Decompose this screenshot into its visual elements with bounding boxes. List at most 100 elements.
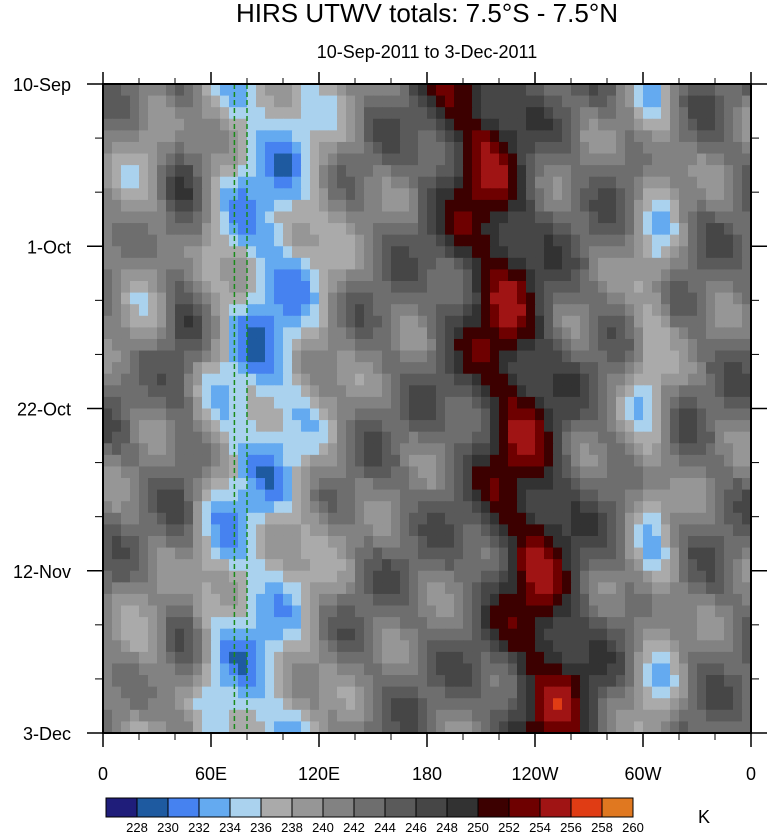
- heatmap-cell: [580, 153, 590, 166]
- heatmap-cell: [373, 315, 383, 328]
- heatmap-cell: [589, 292, 599, 305]
- heatmap-cell: [427, 570, 437, 583]
- heatmap-cell: [400, 211, 410, 224]
- heatmap-cell: [598, 559, 608, 572]
- heatmap-cell: [211, 362, 221, 375]
- heatmap-cell: [562, 315, 572, 328]
- heatmap-cell: [724, 408, 734, 421]
- heatmap-cell: [454, 95, 464, 108]
- heatmap-cell: [283, 165, 293, 178]
- heatmap-cell: [643, 107, 653, 120]
- heatmap-cell: [715, 199, 725, 213]
- heatmap-cell: [427, 593, 437, 607]
- heatmap-cell: [643, 709, 653, 723]
- heatmap-cell: [553, 292, 563, 305]
- heatmap-cell: [670, 547, 680, 560]
- heatmap-cell: [328, 338, 338, 352]
- heatmap-cell: [544, 721, 554, 734]
- heatmap-cell: [472, 640, 482, 653]
- heatmap-cell: [373, 165, 383, 178]
- heatmap-cell: [211, 84, 221, 97]
- heatmap-cell: [418, 362, 428, 375]
- heatmap-cell: [526, 257, 536, 271]
- heatmap-cell: [688, 153, 698, 166]
- heatmap-cell: [328, 709, 338, 723]
- heatmap-cell: [139, 640, 149, 653]
- heatmap-cell: [346, 593, 356, 607]
- heatmap-cell: [436, 524, 446, 537]
- heatmap-cell: [724, 130, 734, 143]
- heatmap-cell: [148, 188, 158, 201]
- heatmap-cell: [643, 211, 653, 224]
- heatmap-cell: [445, 605, 455, 618]
- heatmap-cell: [598, 466, 608, 479]
- heatmap-cell: [337, 640, 347, 653]
- heatmap-cell: [211, 234, 221, 247]
- heatmap-cell: [247, 570, 257, 583]
- heatmap-cell: [247, 211, 257, 224]
- heatmap-cell: [472, 628, 482, 641]
- heatmap-cell: [562, 651, 572, 665]
- heatmap-cell: [463, 199, 473, 213]
- heatmap-cell: [265, 234, 275, 247]
- heatmap-cell: [454, 107, 464, 120]
- heatmap-cell: [499, 443, 509, 456]
- heatmap-cell: [661, 663, 671, 676]
- heatmap-cell: [652, 547, 662, 560]
- heatmap-cell: [139, 478, 149, 491]
- heatmap-cell: [193, 396, 203, 410]
- heatmap-cell: [535, 478, 545, 491]
- heatmap-cell: [112, 420, 122, 433]
- heatmap-cell: [373, 385, 383, 398]
- heatmap-cell: [436, 605, 446, 618]
- heatmap-cell: [481, 95, 491, 108]
- heatmap-cell: [238, 663, 248, 676]
- heatmap-cell: [499, 223, 509, 236]
- heatmap-cell: [409, 698, 419, 711]
- heatmap-cell: [157, 153, 167, 166]
- heatmap-cell: [715, 118, 725, 131]
- heatmap-cell: [571, 292, 581, 305]
- heatmap-cell: [499, 95, 509, 108]
- heatmap-cell: [265, 211, 275, 224]
- heatmap-cell: [238, 165, 248, 178]
- heatmap-cell: [157, 141, 167, 155]
- heatmap-cell: [112, 443, 122, 456]
- heatmap-cell: [301, 709, 311, 723]
- heatmap-cell: [364, 454, 374, 468]
- heatmap-cell: [202, 84, 212, 97]
- heatmap-cell: [499, 709, 509, 723]
- heatmap-cell: [652, 234, 662, 247]
- heatmap-cell: [418, 709, 428, 723]
- heatmap-cell: [139, 304, 149, 317]
- heatmap-cell: [679, 408, 689, 421]
- heatmap-cell: [157, 304, 167, 317]
- heatmap-cell: [472, 408, 482, 421]
- heatmap-cell: [562, 466, 572, 479]
- heatmap-cell: [220, 269, 230, 282]
- heatmap-cell: [409, 246, 419, 259]
- heatmap-cell: [562, 84, 572, 97]
- heatmap-cell: [571, 107, 581, 120]
- heatmap-cell: [553, 651, 563, 665]
- heatmap-cell: [202, 420, 212, 433]
- heatmap-cell: [481, 709, 491, 723]
- heatmap-cell: [589, 338, 599, 352]
- heatmap-cell: [157, 257, 167, 271]
- heatmap-cell: [130, 617, 140, 630]
- heatmap-cell: [715, 709, 725, 723]
- heatmap-cell: [193, 420, 203, 433]
- heatmap-cell: [391, 199, 401, 213]
- heatmap-cell: [652, 605, 662, 618]
- heatmap-cell: [652, 304, 662, 317]
- heatmap-cell: [544, 443, 554, 456]
- heatmap-cell: [409, 396, 419, 410]
- heatmap-cell: [157, 396, 167, 410]
- heatmap-cell: [463, 675, 473, 688]
- heatmap-cell: [715, 721, 725, 734]
- heatmap-cell: [319, 559, 329, 572]
- heatmap-cell: [400, 593, 410, 607]
- heatmap-cell: [625, 582, 635, 595]
- heatmap-cell: [472, 709, 482, 723]
- heatmap-cell: [202, 408, 212, 421]
